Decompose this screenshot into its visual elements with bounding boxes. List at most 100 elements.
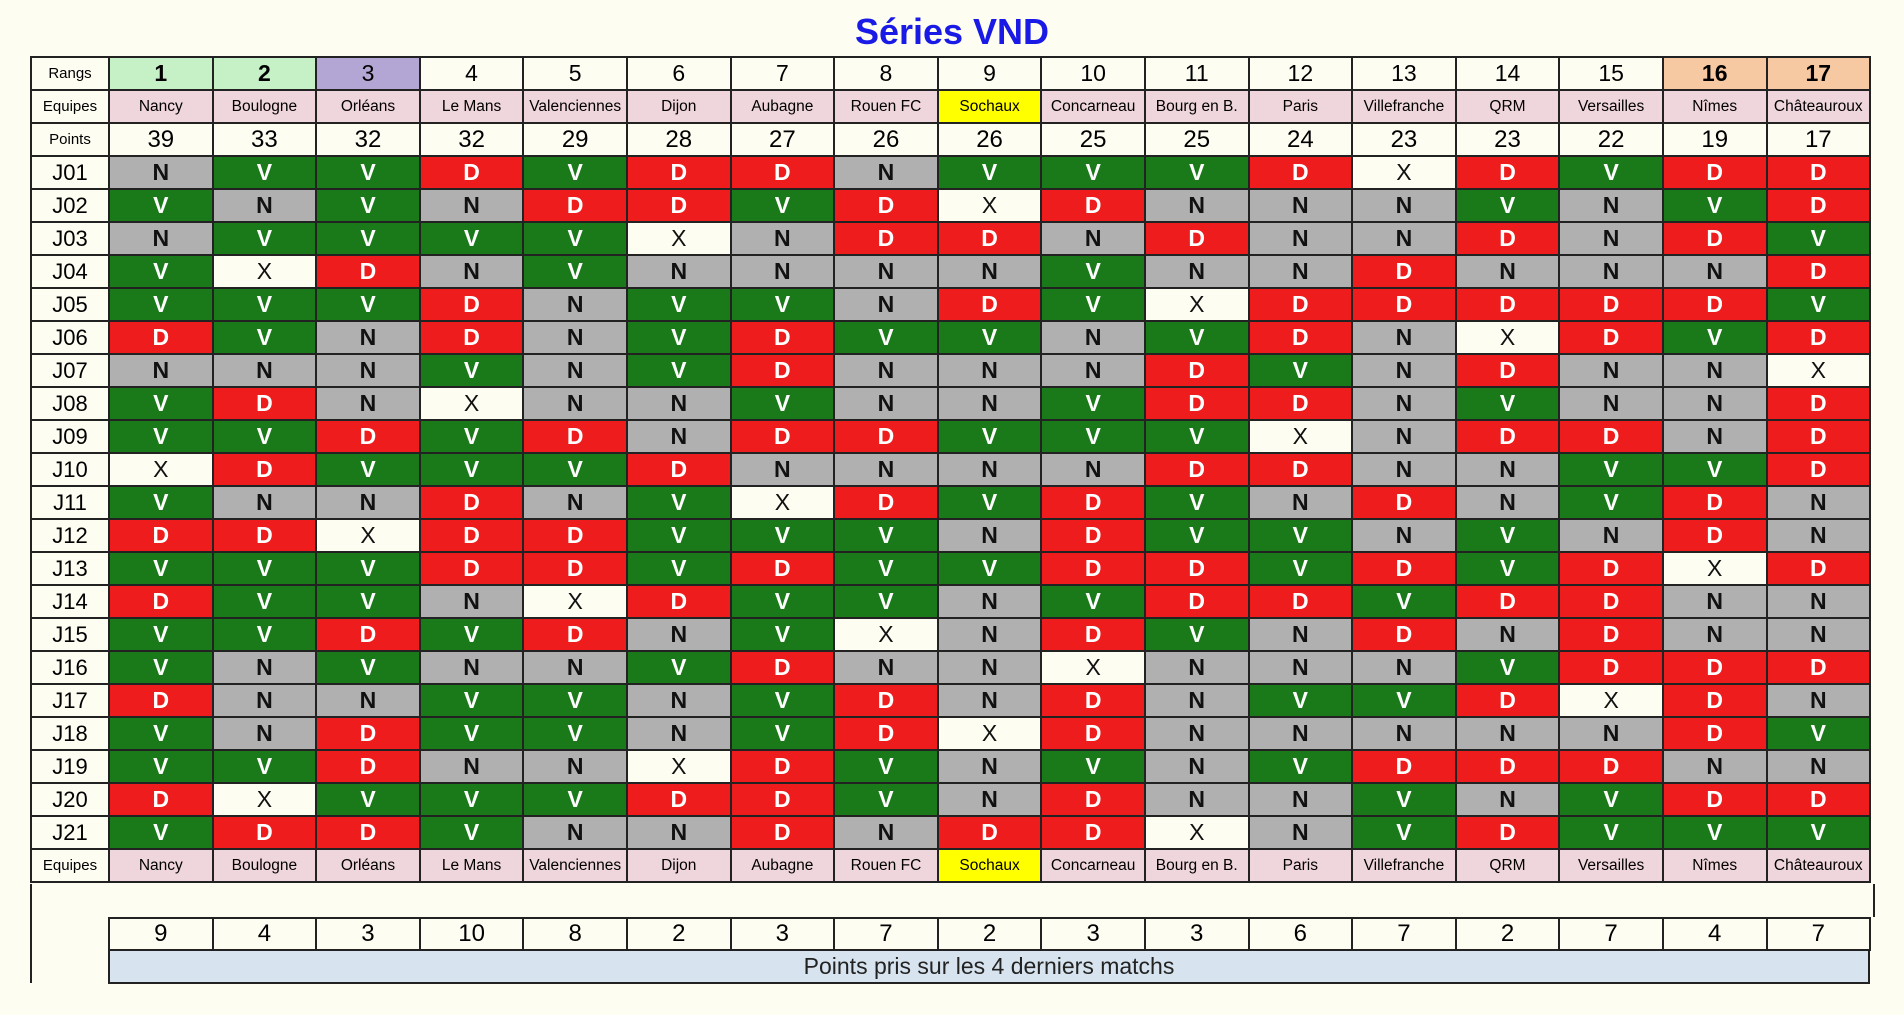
last4-points-cell: 3 [731, 919, 836, 951]
result-cell: N [938, 784, 1043, 817]
round-label: J20 [32, 784, 110, 817]
round-label: J13 [32, 553, 110, 586]
result-cell: X [938, 190, 1043, 223]
result-cell: X [420, 388, 525, 421]
result-cell: D [731, 784, 836, 817]
result-cell: N [213, 190, 318, 223]
result-cell: D [110, 520, 214, 553]
points-cell: 32 [317, 124, 421, 157]
team-name: Paris [1249, 91, 1354, 124]
result-cell: N [213, 718, 318, 751]
result-cell: D [420, 553, 525, 586]
results-table: Rangs 1 2 3 4 5 6 7 8 9 10 11 12 13 14 15 16 17 Equipes Nan… [30, 56, 1872, 883]
result-cell: D [1663, 487, 1768, 520]
result-cell: D [1145, 223, 1250, 256]
result-cell: N [1353, 454, 1457, 487]
round-label: J19 [32, 751, 110, 784]
points-cell: 22 [1560, 124, 1664, 157]
result-cell: V [731, 388, 836, 421]
result-cell: N [627, 256, 732, 289]
result-cell: D [835, 190, 939, 223]
result-cell: N [835, 817, 939, 850]
result-cell: V [1767, 718, 1872, 751]
result-cell: N [1145, 652, 1250, 685]
team-name-footer: Dijon [627, 850, 732, 883]
result-cell: V [1456, 652, 1561, 685]
result-cell: D [1767, 256, 1872, 289]
result-cell: N [1456, 256, 1561, 289]
result-cell: V [627, 553, 732, 586]
result-cell: D [1767, 652, 1872, 685]
result-cell: V [1353, 685, 1457, 718]
result-cell: D [524, 421, 628, 454]
rank-cell: 8 [835, 58, 939, 91]
round-label: J16 [32, 652, 110, 685]
result-cell: D [1249, 157, 1354, 190]
result-cell: V [110, 718, 214, 751]
result-cell: V [1456, 553, 1561, 586]
result-cell: V [317, 223, 421, 256]
result-cell: V [1042, 586, 1146, 619]
result-cell: D [1042, 784, 1146, 817]
result-cell: N [1560, 223, 1664, 256]
team-name: Orléans [317, 91, 421, 124]
rank-cell: 3 [317, 58, 421, 91]
result-cell: V [110, 256, 214, 289]
result-cell: N [1042, 223, 1146, 256]
result-cell: N [317, 322, 421, 355]
team-name: Concarneau [1042, 91, 1146, 124]
result-cell: V [1145, 619, 1250, 652]
result-cell: D [1767, 190, 1872, 223]
last4-points-cell: 2 [627, 919, 732, 951]
result-cell: N [938, 454, 1043, 487]
result-cell: N [938, 520, 1043, 553]
result-cell: D [1456, 685, 1561, 718]
result-cell: V [835, 553, 939, 586]
rank-cell: 7 [731, 58, 836, 91]
team-name: Valenciennes [524, 91, 628, 124]
result-cell: N [1767, 751, 1872, 784]
team-name: Sochaux [938, 91, 1043, 124]
result-cell: N [1456, 454, 1561, 487]
result-cell: V [524, 454, 628, 487]
result-cell: X [1767, 355, 1872, 388]
team-name-footer: Le Mans [420, 850, 525, 883]
result-cell: N [1249, 223, 1354, 256]
result-cell: V [420, 718, 525, 751]
result-cell: V [938, 487, 1043, 520]
result-cell: N [524, 355, 628, 388]
last4-points-cell: 8 [524, 919, 628, 951]
result-cell: N [110, 223, 214, 256]
result-cell: D [1663, 520, 1768, 553]
result-cell: V [213, 586, 318, 619]
result-cell: N [938, 388, 1043, 421]
result-cell: D [1353, 751, 1457, 784]
points-cell: 23 [1456, 124, 1561, 157]
team-name: Nîmes [1663, 91, 1768, 124]
result-cell: N [627, 817, 732, 850]
result-cell: V [317, 652, 421, 685]
result-cell: D [1145, 388, 1250, 421]
result-cell: D [1560, 751, 1664, 784]
result-cell: D [1249, 454, 1354, 487]
result-cell: N [524, 751, 628, 784]
result-cell: V [1456, 190, 1561, 223]
result-cell: N [835, 289, 939, 322]
result-cell: V [1249, 751, 1354, 784]
rank-cell: 2 [213, 58, 318, 91]
result-cell: X [213, 784, 318, 817]
result-cell: N [1767, 619, 1872, 652]
result-cell: V [110, 553, 214, 586]
result-cell: D [1456, 289, 1561, 322]
result-cell: D [1353, 553, 1457, 586]
result-cell: D [1456, 355, 1561, 388]
points-cell: 28 [627, 124, 732, 157]
result-cell: N [110, 157, 214, 190]
result-cell: N [317, 355, 421, 388]
result-cell: X [524, 586, 628, 619]
result-cell: V [213, 553, 318, 586]
last4-points-cell: 3 [1145, 919, 1250, 951]
team-name-footer: Bourg en B. [1145, 850, 1250, 883]
last4-points-cell: 2 [938, 919, 1043, 951]
page-title: Séries VND [854, 11, 1050, 52]
